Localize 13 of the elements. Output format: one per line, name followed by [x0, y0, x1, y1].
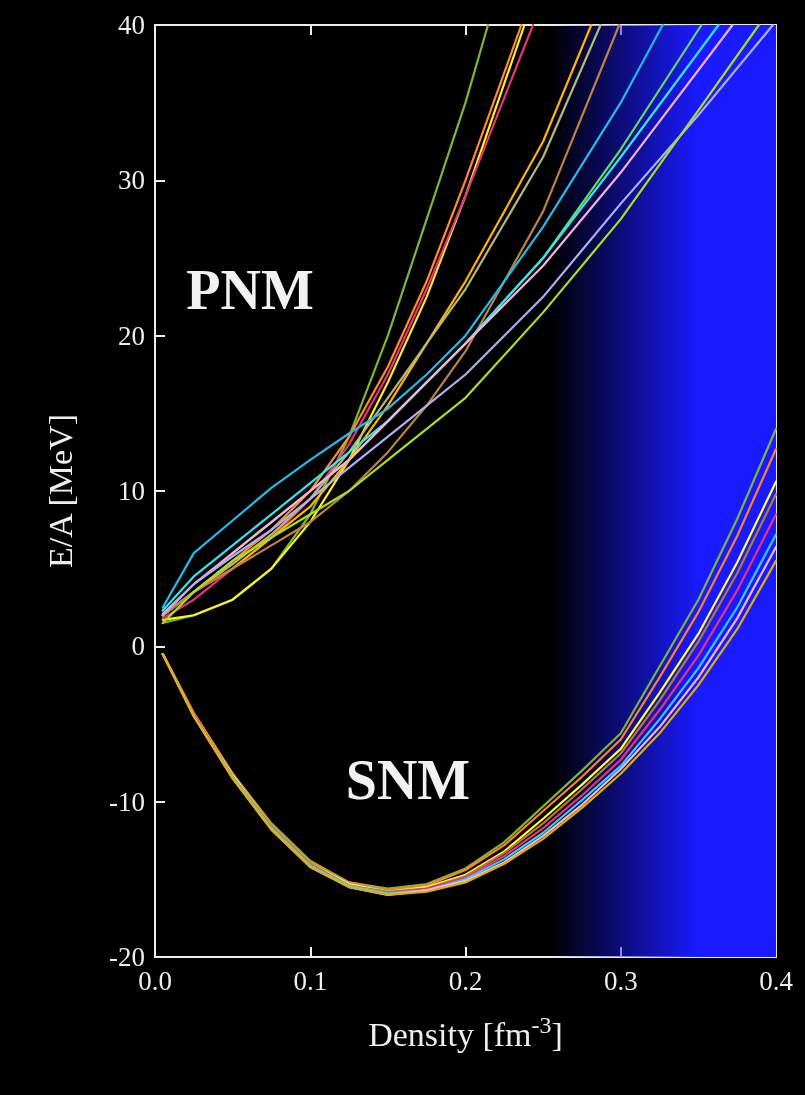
y-tick-label: -10: [109, 786, 145, 817]
y-tick-label: 20: [118, 320, 145, 351]
y-tick-label: 10: [118, 476, 145, 506]
y-tick-label: 0: [131, 631, 145, 662]
x-tick-label: 0.1: [293, 965, 328, 996]
annotation: PNM: [186, 259, 314, 321]
annotation: SNM: [345, 749, 471, 811]
x-tick-label: 0.2: [448, 965, 483, 996]
y-axis-title: E/A [MeV]: [41, 414, 79, 568]
y-tick-label: 40: [118, 10, 145, 40]
x-tick-label: 0.4: [759, 965, 794, 996]
y-tick-label: 30: [118, 165, 145, 196]
x-tick-label: 0.3: [603, 965, 638, 996]
